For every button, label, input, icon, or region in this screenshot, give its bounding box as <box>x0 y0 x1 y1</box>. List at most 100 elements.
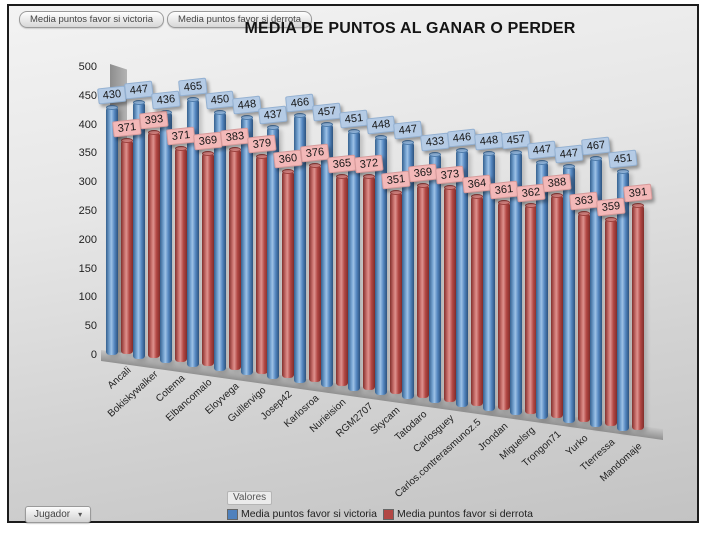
bar-value-label: 465 <box>177 77 208 97</box>
bar-victoria[interactable] <box>509 149 522 415</box>
bar-derrota[interactable] <box>551 192 564 418</box>
bar-value-label: 351 <box>381 170 411 190</box>
bar-value-label: 447 <box>527 140 558 159</box>
bar-derrota[interactable] <box>497 200 510 410</box>
bar-derrota[interactable] <box>632 202 645 430</box>
bar-derrota[interactable] <box>201 151 214 366</box>
y-axis-tick: 350 <box>78 147 97 160</box>
y-axis-tick: 50 <box>84 320 97 333</box>
bar-victoria[interactable] <box>159 109 172 363</box>
bar-value-label: 359 <box>596 197 627 217</box>
bar-victoria[interactable] <box>455 148 468 407</box>
bar-value-label: 433 <box>419 132 450 152</box>
filter-toolbar: Media puntos favor si victoria Media pun… <box>19 11 313 28</box>
category-label: Ancali <box>105 365 134 392</box>
bar-value-label: 372 <box>354 154 385 174</box>
bar-victoria[interactable] <box>563 163 576 423</box>
y-axis-tick: 300 <box>78 176 97 189</box>
chevron-down-icon: ▾ <box>78 510 83 519</box>
y-axis-tick: 500 <box>78 61 97 73</box>
bar-value-label: 373 <box>434 165 465 185</box>
bar-victoria[interactable] <box>348 129 361 391</box>
bar-value-label: 393 <box>138 110 169 130</box>
jugador-dropdown[interactable]: Jugador ▾ <box>25 506 92 523</box>
bar-value-label: 383 <box>219 127 250 147</box>
y-axis-tick: 0 <box>90 349 97 361</box>
bar-derrota[interactable] <box>390 189 402 394</box>
legend-item-victoria: Media puntos favor si victoria <box>227 508 377 520</box>
jugador-dropdown-label: Jugador <box>34 509 71 520</box>
bar-value-label: 457 <box>312 102 343 122</box>
filter-button-victoria[interactable]: Media puntos favor si victoria <box>19 11 165 28</box>
bar-value-label: 371 <box>112 118 142 138</box>
y-axis-tick: 150 <box>78 262 97 275</box>
bar-value-label: 457 <box>500 130 531 150</box>
chart-title: MEDIA DE PUNTOS AL GANAR O PERDER <box>244 20 576 37</box>
bar-derrota[interactable] <box>443 185 456 402</box>
bar-victoria[interactable] <box>482 150 495 411</box>
bar-value-label: 447 <box>554 144 585 163</box>
bar-victoria[interactable] <box>213 109 226 371</box>
bar-value-label: 451 <box>608 149 639 169</box>
bar-victoria[interactable] <box>106 105 118 355</box>
bar-value-label: 448 <box>473 131 504 151</box>
y-axis-tick: 250 <box>78 205 97 217</box>
bar-derrota[interactable] <box>363 173 376 390</box>
bar-value-label: 388 <box>542 173 573 192</box>
y-axis-tick: 450 <box>78 89 97 102</box>
bar-victoria[interactable] <box>240 114 253 375</box>
bar-value-label: 365 <box>327 154 358 174</box>
bar-victoria[interactable] <box>186 97 199 367</box>
legend-item-label: Media puntos favor si victoria <box>241 508 377 520</box>
bar-derrota[interactable] <box>228 147 241 370</box>
bar-value-label: 363 <box>569 191 600 211</box>
app-window: Media puntos favor si victoria Media pun… <box>7 4 699 523</box>
bar-derrota[interactable] <box>255 153 268 374</box>
bar-victoria[interactable] <box>617 169 630 431</box>
bar-value-label: 448 <box>231 95 262 115</box>
bar-value-label: 361 <box>488 180 519 200</box>
bar-derrota[interactable] <box>470 194 483 406</box>
bar-victoria[interactable] <box>536 159 549 419</box>
bar-victoria[interactable] <box>428 151 441 403</box>
bar-value-label: 467 <box>581 136 612 156</box>
bar-value-label: 437 <box>258 105 289 125</box>
bar-value-label: 430 <box>97 85 127 105</box>
bar-value-label: 360 <box>273 149 304 169</box>
bar-victoria[interactable] <box>590 156 603 427</box>
bar-value-label: 447 <box>123 80 154 99</box>
bar-victoria[interactable] <box>267 125 280 379</box>
y-axis-tick: 400 <box>78 118 97 131</box>
category-label: Cotema <box>153 373 188 405</box>
bar-value-label: 451 <box>339 109 370 129</box>
bar-value-label: 446 <box>446 128 477 148</box>
bar-value-label: 447 <box>392 120 423 139</box>
filter-button-derrota[interactable]: Media puntos favor si derrota <box>167 11 313 28</box>
bar-victoria[interactable] <box>294 112 307 383</box>
bar-derrota[interactable] <box>605 217 618 426</box>
bar-derrota[interactable] <box>174 146 187 362</box>
y-axis-tick: 100 <box>78 291 97 304</box>
legend: Valores Media puntos favor si victoria M… <box>227 487 533 520</box>
bar-derrota[interactable] <box>121 138 133 354</box>
legend-item-derrota: Media puntos favor si derrota <box>382 508 533 520</box>
bar-value-label: 450 <box>204 90 235 110</box>
bar-value-label: 379 <box>246 134 277 154</box>
bar-derrota[interactable] <box>147 129 160 358</box>
bar-chart: 0 50 100 150 200 250 300 350 400 450 500 371 430 393… <box>9 6 697 521</box>
bar-value-label: 364 <box>461 174 492 194</box>
bar-derrota[interactable] <box>282 168 295 378</box>
bar-value-label: 448 <box>366 115 396 135</box>
bar-victoria[interactable] <box>321 121 334 387</box>
legend-axis-label: Valores <box>227 491 273 505</box>
bar-derrota[interactable] <box>578 210 591 422</box>
bar-victoria[interactable] <box>132 99 145 359</box>
legend-row: Media puntos favor si victoria Media pun… <box>227 508 533 520</box>
bar-derrota[interactable] <box>309 163 322 382</box>
bar-victoria[interactable] <box>375 134 387 395</box>
bar-value-label: 391 <box>623 183 654 203</box>
bar-derrota[interactable] <box>416 183 429 398</box>
bar-derrota[interactable] <box>524 203 537 414</box>
bar-derrota[interactable] <box>336 173 349 386</box>
bar-victoria[interactable] <box>401 139 414 399</box>
